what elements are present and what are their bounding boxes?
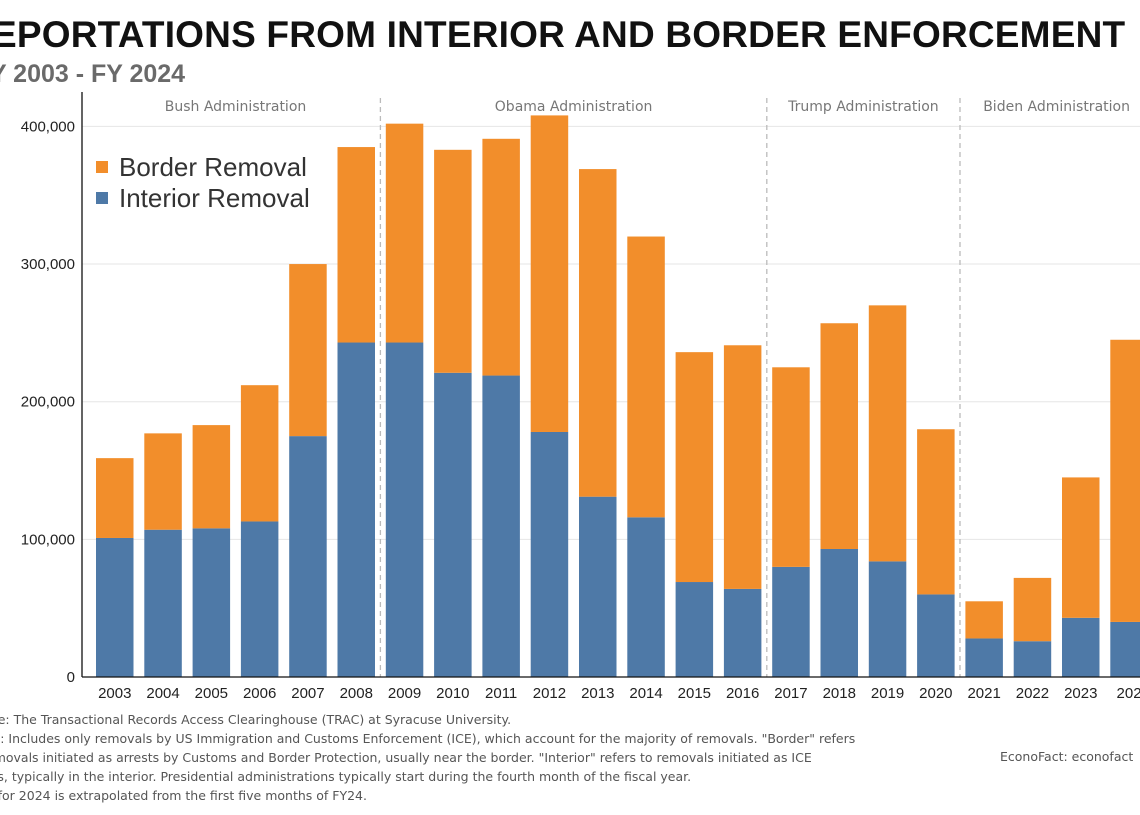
bar-interior-removal: [434, 372, 472, 677]
legend-label: Border Removal: [119, 152, 307, 182]
x-tick-label: 202: [1117, 685, 1140, 700]
administration-label: Biden Administration: [983, 99, 1130, 115]
administration-dividers: [379, 98, 961, 677]
x-tick-label: 2004: [146, 685, 179, 700]
bar-border-removal: [723, 345, 762, 589]
bar-interior-removal: [917, 594, 955, 677]
bar-interior-removal: [96, 537, 134, 677]
x-tick-label: 2013: [581, 685, 614, 700]
y-tick-label: 0: [67, 669, 75, 686]
bar-border-removal: [482, 138, 520, 376]
bars: [96, 115, 1140, 677]
chart-subtitle: Y 2003 - FY 2024: [0, 60, 186, 88]
bar-border-removal: [337, 147, 375, 343]
x-tick-label: 2017: [774, 685, 807, 700]
legend-label: Interior Removal: [119, 183, 310, 213]
y-tick-label: 400,000: [21, 118, 75, 135]
note-line: sts, typically in the interior. Presiden…: [0, 769, 692, 784]
source-line: rce: The Transactional Records Access Cl…: [0, 712, 512, 727]
source-notes: rce: The Transactional Records Access Cl…: [0, 710, 855, 805]
bar-border-removal: [385, 123, 424, 343]
x-tick-label: 2020: [919, 685, 952, 700]
bar-border-removal: [192, 425, 231, 529]
x-tick-label: 2015: [678, 685, 711, 700]
administration-label: Bush Administration: [165, 99, 307, 115]
administration-label: Trump Administration: [787, 99, 939, 115]
bar-interior-removal: [1013, 641, 1052, 677]
bar-border-removal: [772, 367, 810, 567]
bar-interior-removal: [482, 375, 520, 677]
bar-border-removal: [868, 305, 907, 562]
bar-interior-removal: [723, 588, 762, 677]
bar-border-removal: [289, 264, 327, 437]
bar-interior-removal: [675, 582, 714, 677]
bar-border-removal: [579, 169, 617, 497]
bar-border-removal: [627, 236, 665, 518]
bar-interior-removal: [1062, 617, 1100, 677]
bar-border-removal: [1062, 477, 1100, 618]
y-tick-label: 100,000: [21, 531, 75, 548]
note-line: es: Includes only removals by US Immigra…: [0, 731, 856, 746]
bar-border-removal: [965, 601, 1003, 639]
bar-border-removal: [675, 352, 714, 583]
x-tick-label: 2009: [388, 685, 421, 700]
x-tick-label: 2018: [823, 685, 856, 700]
bar-border-removal: [1013, 577, 1052, 642]
bar-interior-removal: [965, 638, 1003, 677]
administration-labels: Bush Administration Obama Administration T…: [165, 99, 1130, 115]
bar-border-removal: [917, 429, 955, 595]
bar-interior-removal: [337, 342, 375, 677]
y-tick-label: 200,000: [21, 394, 75, 411]
legend-swatch: [96, 192, 108, 204]
bar-interior-removal: [240, 521, 279, 677]
bar-interior-removal: [772, 566, 810, 677]
axes: 0 100,000 200,000 300,000 400,000 2003 2004 200…: [21, 92, 1140, 700]
legend-swatch: [96, 161, 108, 173]
bar-border-removal: [144, 433, 182, 530]
bar-border-removal: [820, 323, 858, 549]
x-tick-label: 2016: [726, 685, 759, 700]
x-tick-label: 2011: [485, 685, 517, 700]
note-line: a for 2024 is extrapolated from the firs…: [0, 788, 367, 803]
x-tick-label: 2012: [533, 685, 566, 700]
bar-interior-removal: [627, 517, 665, 677]
x-tick-label: 2019: [871, 685, 904, 700]
x-tick-label: 2023: [1064, 685, 1097, 700]
bar-interior-removal: [289, 436, 327, 677]
x-tick-label: 2014: [629, 685, 662, 700]
x-tick-label: 2021: [967, 685, 1000, 700]
bar-border-removal: [96, 458, 134, 538]
x-tick-label: 2005: [195, 685, 228, 700]
x-tick-label: 2008: [340, 685, 373, 700]
bar-interior-removal: [192, 528, 231, 677]
bar-interior-removal: [385, 342, 424, 677]
bar-border-removal: [434, 149, 472, 373]
x-tick-label: 2022: [1016, 685, 1049, 700]
bar-border-removal: [530, 115, 569, 432]
x-tick-label: 2003: [98, 685, 131, 700]
bar-border-removal: [240, 385, 279, 522]
bar-interior-removal: [579, 496, 617, 677]
bar-interior-removal: [144, 529, 182, 677]
note-line: emovals initiated as arrests by Customs …: [0, 750, 812, 765]
bar-interior-removal: [868, 561, 907, 677]
credit-text: EconoFact: econofact: [1000, 749, 1134, 764]
bar-border-removal: [1110, 339, 1140, 622]
y-tick-label: 300,000: [21, 256, 75, 273]
chart-title: EPORTATIONS FROM INTERIOR AND BORDER ENF…: [0, 14, 1126, 55]
x-tick-label: 2006: [243, 685, 276, 700]
stacked-bar-chart: Bush Administration Obama Administration T…: [21, 92, 1140, 700]
x-tick-label: 2010: [436, 685, 469, 700]
administration-label: Obama Administration: [495, 99, 653, 115]
bar-interior-removal: [1110, 621, 1140, 677]
bar-interior-removal: [530, 431, 569, 677]
x-tick-label: 2007: [291, 685, 324, 700]
bar-interior-removal: [820, 548, 858, 677]
